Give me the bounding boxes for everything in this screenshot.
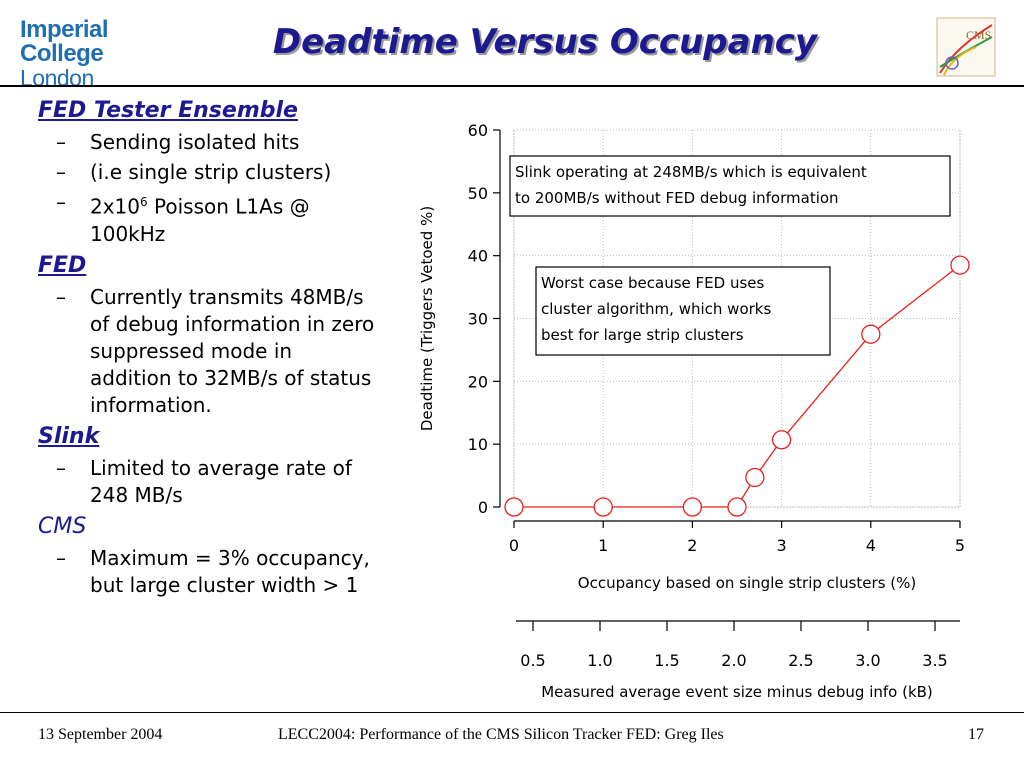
secondary-x-tick-label: 3.5 — [922, 651, 947, 670]
footer-divider — [0, 712, 1024, 713]
annotation-worst-case-text: cluster algorithm, which works — [541, 300, 771, 318]
y-tick-label: 40 — [468, 247, 488, 266]
x-tick-label: 1 — [598, 536, 608, 555]
y-tick-label: 10 — [468, 435, 488, 454]
secondary-x-tick-label: 2.0 — [721, 651, 746, 670]
secondary-x-tick-label: 2.5 — [788, 651, 813, 670]
left-panel: FED Tester Ensemble – Sending isolated h… — [38, 96, 378, 602]
list-item: – Currently transmits 48MB/s of debug in… — [56, 284, 375, 417]
footer-center: LECC2004: Performance of the CMS Silicon… — [278, 726, 724, 743]
data-point — [745, 467, 765, 488]
imperial-college-logo: Imperial College London — [20, 16, 185, 91]
data-point — [861, 324, 881, 344]
data-point — [727, 497, 747, 517]
y-tick-label: 30 — [468, 310, 488, 329]
annotation-worst-case-text: best for large strip clusters — [541, 326, 744, 344]
data-line — [514, 264, 961, 508]
list-item: – Maximum = 3% occupancy, but large clus… — [56, 545, 370, 597]
page-number: 17 — [968, 726, 984, 743]
slink-heading: Slink — [38, 423, 100, 449]
header-divider — [0, 85, 1024, 87]
cms-heading: CMS — [38, 513, 87, 539]
list-item: – 2x106 Poisson L1As @ 100kHz — [56, 190, 310, 246]
y-tick-label: 20 — [468, 372, 488, 391]
y-tick-label: 60 — [468, 121, 488, 140]
secondary-x-axis-label: Measured average event size minus debug … — [541, 683, 933, 701]
x-tick-label: 5 — [955, 536, 965, 555]
data-point — [682, 497, 703, 517]
list-item: – Sending isolated hits — [56, 130, 300, 154]
secondary-x-tick-label: 3.0 — [855, 651, 880, 670]
cms-logo-icon: CMS — [936, 17, 996, 77]
x-axis-label: Occupancy based on single strip clusters… — [578, 574, 916, 592]
x-tick-label: 0 — [509, 536, 519, 555]
x-tick-label: 4 — [866, 536, 876, 555]
y-axis-label: Deadtime (Triggers Vetoed %) — [418, 206, 436, 431]
list-item: – Limited to average rate of 248 MB/s — [56, 455, 352, 507]
list-item: – (i.e single strip clusters) — [56, 160, 332, 184]
data-point — [950, 255, 970, 275]
y-tick-label: 0 — [478, 498, 488, 517]
y-tick-label: 50 — [468, 184, 488, 203]
annotation-slink-text: to 200MB/s without FED debug information — [515, 189, 839, 207]
secondary-x-tick-label: 1.0 — [587, 651, 612, 670]
data-point — [593, 497, 613, 517]
cms-logo-text: CMS — [966, 28, 991, 42]
x-tick-label: 3 — [777, 536, 787, 555]
annotation-slink-text: Slink operating at 248MB/s which is equi… — [515, 163, 867, 181]
annotation-worst-case-box — [535, 266, 831, 356]
fed-tester-heading: FED Tester Ensemble — [38, 98, 298, 123]
secondary-x-tick-label: 0.5 — [520, 651, 545, 670]
secondary-x-tick-label: 1.5 — [654, 651, 679, 670]
fed-heading: FED — [38, 252, 87, 278]
data-point — [771, 430, 792, 450]
annotation-worst-case-text: Worst case because FED uses — [541, 274, 764, 292]
logo-line1: Imperial College — [20, 16, 109, 67]
annotation-slink-box — [509, 155, 951, 217]
data-point — [504, 497, 524, 517]
x-tick-label: 2 — [687, 536, 697, 555]
footer-date: 13 September 2004 — [38, 726, 163, 743]
